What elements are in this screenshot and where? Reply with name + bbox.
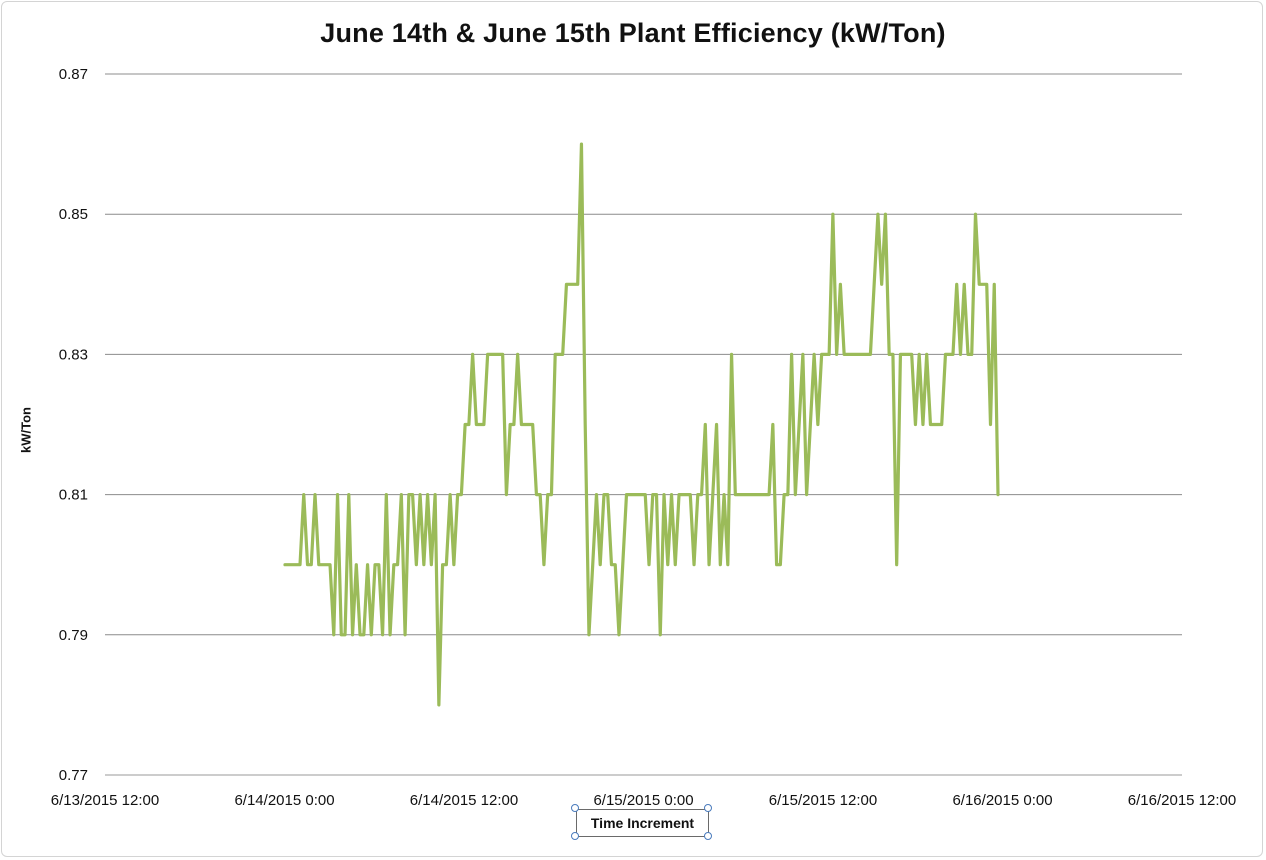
y-tick-labels: 0.77 0.79 0.81 0.83 0.85 0.87 (59, 66, 88, 784)
gridlines (105, 73, 1182, 776)
selection-handle[interactable] (704, 832, 712, 840)
x-tick-label: 6/16/2015 12:00 (1128, 792, 1236, 809)
y-tick-label: 0.85 (59, 206, 88, 223)
x-tick-labels: 6/13/2015 12:00 6/14/2015 0:00 6/14/2015 1… (51, 792, 1236, 809)
x-tick-label: 6/14/2015 12:00 (410, 792, 518, 809)
y-tick-label: 0.81 (59, 487, 88, 504)
y-tick-label: 0.83 (59, 346, 88, 363)
chart-title: June 14th & June 15th Plant Efficiency (… (320, 18, 946, 48)
x-axis-label[interactable]: Time Increment (576, 809, 709, 837)
y-tick-label: 0.77 (59, 767, 88, 784)
x-tick-label: 6/13/2015 12:00 (51, 792, 159, 809)
x-tick-label: 6/15/2015 12:00 (769, 792, 877, 809)
series-layer (283, 142, 1000, 707)
y-tick-label: 0.87 (59, 66, 88, 83)
x-tick-label: 6/14/2015 0:00 (234, 792, 334, 809)
series-line (283, 142, 1000, 707)
x-tick-label: 6/16/2015 0:00 (952, 792, 1052, 809)
selection-handle[interactable] (571, 804, 579, 812)
x-tick-label: 6/15/2015 0:00 (593, 792, 693, 809)
y-tick-label: 0.79 (59, 627, 88, 644)
selection-handle[interactable] (571, 832, 579, 840)
selection-handle[interactable] (704, 804, 712, 812)
